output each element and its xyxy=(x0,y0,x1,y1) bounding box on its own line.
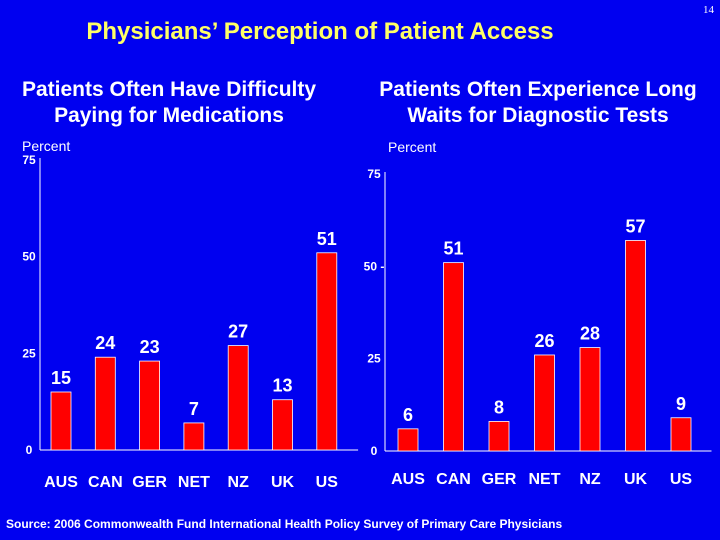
left-y-tick-label: 50 xyxy=(22,250,36,264)
left-bar-chart: 0 25 50 75 15 AUS 24 CAN 23 GER 7 NET 27 NZ 13 UK 51 US xyxy=(22,153,359,491)
right-bar-uk xyxy=(625,240,646,452)
page-number: 14 xyxy=(703,4,714,16)
left-category-label-us: US xyxy=(316,474,339,491)
source-note: Source: 2006 Commonwealth Fund Internati… xyxy=(6,517,563,531)
right-value-label-can: 51 xyxy=(443,239,463,259)
right-category-label-uk: UK xyxy=(624,471,648,488)
left-y-tick-label: 0 xyxy=(26,443,33,457)
right-value-label-aus: 6 xyxy=(403,405,413,425)
slide-title: Physicians’ Perception of Patient Access xyxy=(86,18,554,45)
right-value-label-uk: 57 xyxy=(625,216,645,236)
left-value-label-us: 51 xyxy=(317,229,337,249)
right-value-label-us: 9 xyxy=(676,394,686,414)
left-chart-ylabel: Percent xyxy=(22,138,71,154)
right-category-label-can: CAN xyxy=(436,471,471,488)
right-bar-chart: 0 25 50 - 75 6 AUS 51 CAN 8 GER 26 NET 28 NZ 57 UK 9 US xyxy=(364,167,712,488)
left-chart-title: Patients Often Have Difficulty Paying fo… xyxy=(0,77,338,129)
left-bar-net xyxy=(183,422,205,451)
left-category-label-net: NET xyxy=(178,474,210,491)
right-chart-title-line-1: Patients Often Experience Long xyxy=(379,78,697,101)
right-y-tick-label: 25 xyxy=(367,352,381,366)
right-chart-title-line-2: Waits for Diagnostic Tests xyxy=(407,104,669,127)
right-y-tick-label: 0 xyxy=(371,444,378,458)
right-bar-aus xyxy=(397,428,419,452)
left-category-label-aus: AUS xyxy=(44,474,78,491)
left-value-label-net: 7 xyxy=(189,399,199,419)
right-y-tick-label: 75 xyxy=(367,167,381,181)
left-category-label-uk: UK xyxy=(271,474,295,491)
left-chart-title-line-2: Paying for Medications xyxy=(54,104,284,127)
left-bar-ger xyxy=(139,360,161,451)
left-bar-aus xyxy=(50,391,72,451)
left-value-label-uk: 13 xyxy=(272,376,292,396)
left-category-label-ger: GER xyxy=(132,474,167,491)
left-value-label-ger: 23 xyxy=(140,337,160,357)
right-category-label-nz: NZ xyxy=(579,471,601,488)
right-chart-ylabel: Percent xyxy=(388,139,437,155)
left-bar-nz xyxy=(227,345,249,451)
right-category-label-us: US xyxy=(670,471,693,488)
left-value-label-can: 24 xyxy=(95,333,115,353)
left-bar-uk xyxy=(272,399,293,451)
right-value-label-ger: 8 xyxy=(494,397,504,417)
left-category-label-nz: NZ xyxy=(228,474,250,491)
left-value-label-nz: 27 xyxy=(228,322,248,342)
right-bar-nz xyxy=(579,347,601,452)
right-chart-title: Patients Often Experience Long Waits for… xyxy=(356,77,720,129)
left-category-label-can: CAN xyxy=(88,474,123,491)
right-bar-ger xyxy=(488,421,510,452)
right-value-label-nz: 28 xyxy=(580,324,600,344)
right-bar-net xyxy=(534,354,555,452)
right-value-label-net: 26 xyxy=(534,331,554,351)
right-bar-can xyxy=(443,262,464,452)
left-y-tick-label: 75 xyxy=(22,153,36,167)
right-category-label-net: NET xyxy=(529,471,561,488)
right-y-tick-label: 50 - xyxy=(364,259,385,273)
left-y-tick-label: 25 xyxy=(22,346,36,360)
left-bar-can xyxy=(94,356,116,451)
right-category-label-ger: GER xyxy=(482,471,517,488)
right-bar-us xyxy=(670,417,692,452)
left-chart-title-line-1: Patients Often Have Difficulty xyxy=(21,78,317,101)
left-bar-us xyxy=(316,252,338,451)
right-category-label-aus: AUS xyxy=(391,471,425,488)
left-value-label-aus: 15 xyxy=(51,368,71,388)
